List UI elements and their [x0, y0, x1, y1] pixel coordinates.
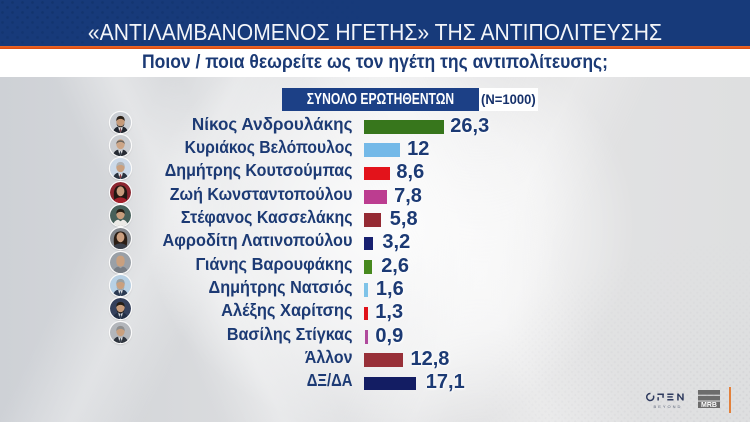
svg-text:BEYOND: BEYOND — [654, 404, 683, 409]
svg-text:MRB: MRB — [701, 402, 717, 408]
